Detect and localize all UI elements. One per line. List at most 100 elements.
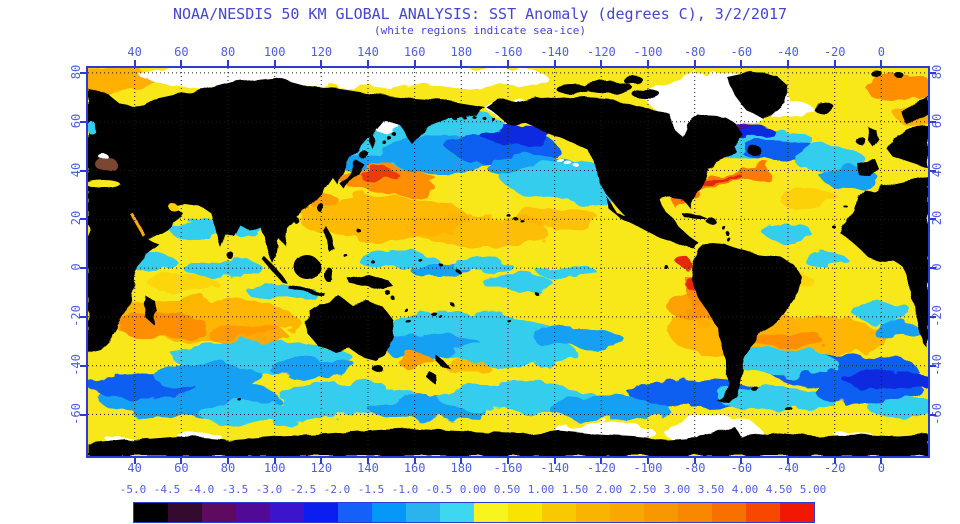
lon-tick-mark-bottom [787, 458, 789, 464]
lon-tick-mark-bottom [833, 458, 836, 464]
lon-tick-mark-bottom [647, 458, 649, 464]
lon-tick-label-top: -60 [730, 45, 753, 59]
lat-tick-mark-right [930, 267, 936, 270]
lon-tick-mark-bottom [507, 458, 509, 464]
colorbar-cell [134, 503, 168, 522]
colorbar-tick-label: -2.0 [323, 483, 351, 496]
lon-tick-label-bottom: 140 [357, 461, 379, 475]
lon-tick-label-bottom: 180 [450, 461, 473, 475]
colorbar-cell [270, 503, 304, 522]
colorbar-tick-label: -3.5 [221, 483, 249, 496]
lon-tick-label-top: -40 [777, 45, 799, 59]
colorbar-tick-label: 5.00 [799, 483, 827, 496]
lon-tick-label-bottom: 100 [263, 461, 286, 475]
graticule-gridlines [88, 68, 928, 456]
colorbar-tick-label: -4.0 [187, 483, 215, 496]
colorbar-cell [610, 503, 644, 522]
colorbar-tick-label: -4.5 [153, 483, 181, 496]
lon-tick-label-top: 80 [220, 45, 236, 59]
colorbar-cell [576, 503, 610, 522]
lat-tick-mark-right [930, 315, 936, 318]
colorbar-tick-label: 0.00 [459, 483, 487, 496]
lon-tick-label-bottom: -40 [777, 461, 799, 475]
lon-tick-label-bottom: -120 [586, 461, 616, 475]
lon-tick-label-bottom: 40 [127, 461, 142, 475]
lon-tick-label-bottom: -140 [540, 461, 570, 475]
colorbar-cell [440, 503, 474, 522]
lon-tick-label-bottom: -100 [633, 461, 663, 475]
lat-tick-mark-right [930, 169, 936, 172]
colorbar-tick-label: 2.50 [629, 483, 657, 496]
lat-tick-mark-left [80, 413, 86, 416]
colorbar-cell [168, 503, 202, 522]
lon-tick-mark-bottom [367, 458, 369, 464]
lon-tick-mark-bottom [880, 458, 883, 464]
lat-tick-mark-right [930, 364, 936, 367]
colorbar-tick-label: 2.00 [595, 483, 623, 496]
colorbar-cell [542, 503, 576, 522]
colorbar-cell [202, 503, 236, 522]
colorbar-tick-label: 4.00 [731, 483, 759, 496]
lon-tick-label-top: 180 [450, 45, 473, 59]
lon-tick-label-top: 160 [403, 45, 426, 59]
lon-tick-label-bottom: 80 [220, 461, 236, 475]
colorbar-cell [780, 503, 814, 522]
colorbar-tick-label: -0.5 [425, 483, 453, 496]
lon-tick-label-top: 0 [877, 45, 885, 59]
colorbar-cell [746, 503, 780, 522]
lon-tick-mark-top [647, 60, 649, 66]
colorbar-tick-label: 3.00 [663, 483, 691, 496]
lon-tick-label-top: -140 [540, 45, 570, 59]
lon-tick-label-top: 100 [263, 45, 286, 59]
sst-anomaly-world-map [88, 68, 928, 456]
colorbar-tick-label: -2.5 [289, 483, 317, 496]
lon-tick-mark-top [507, 60, 509, 66]
lon-tick-label-bottom: 0 [877, 461, 885, 475]
lat-tick-mark-left [80, 120, 86, 123]
lon-tick-mark-top [227, 60, 229, 66]
lon-tick-mark-top [133, 60, 136, 66]
lon-tick-mark-bottom [600, 458, 603, 464]
lon-tick-mark-bottom [553, 458, 556, 464]
colorbar-cell [236, 503, 270, 522]
lon-tick-mark-bottom [740, 458, 743, 464]
lon-tick-label-bottom: 160 [403, 461, 426, 475]
colorbar-tick-label: -3.0 [255, 483, 283, 496]
lon-tick-mark-top [740, 60, 743, 66]
lon-tick-label-top: -160 [493, 45, 523, 59]
lon-tick-mark-top [460, 60, 463, 66]
lon-tick-label-bottom: 120 [310, 461, 333, 475]
colorbar-cell [508, 503, 542, 522]
lon-tick-label-bottom: 60 [174, 461, 189, 475]
lon-tick-mark-bottom [133, 458, 136, 464]
colorbar-tick-label: 1.00 [527, 483, 555, 496]
lat-tick-mark-right [930, 71, 936, 74]
lon-tick-mark-top [180, 60, 183, 66]
colorbar-cell [304, 503, 338, 522]
lon-tick-mark-top [880, 60, 883, 66]
colorbar-tick-label: 0.50 [493, 483, 521, 496]
lon-tick-mark-top [320, 60, 323, 66]
page-subtitle: (white regions indicate sea-ice) [374, 24, 586, 37]
colorbar-tick-label: 1.50 [561, 483, 589, 496]
lon-tick-mark-top [553, 60, 556, 66]
colorbar-cell [712, 503, 746, 522]
land-masses [88, 70, 928, 456]
colorbar-cell [678, 503, 712, 522]
colorbar-tick-label: -5.0 [119, 483, 147, 496]
colorbar-tick-label: -1.5 [357, 483, 385, 496]
lon-tick-label-top: 120 [310, 45, 333, 59]
lon-tick-label-bottom: -80 [683, 461, 706, 475]
lon-tick-label-bottom: -160 [493, 461, 523, 475]
lon-tick-mark-bottom [273, 458, 276, 464]
colorbar-cell [372, 503, 406, 522]
lon-tick-mark-top [787, 60, 789, 66]
lon-tick-mark-top [273, 60, 276, 66]
colorbar-cell [474, 503, 508, 522]
lon-tick-label-top: -120 [586, 45, 616, 59]
lon-tick-label-bottom: -20 [823, 461, 846, 475]
colorbar-tick-label: -1.0 [391, 483, 419, 496]
lat-tick-mark-left [80, 364, 86, 367]
lon-tick-label-top: -20 [823, 45, 846, 59]
